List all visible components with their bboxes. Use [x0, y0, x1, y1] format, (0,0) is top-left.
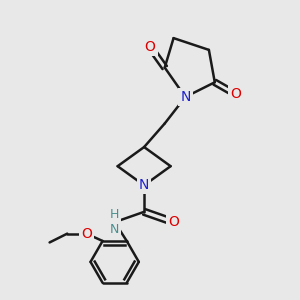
Text: N: N [180, 90, 190, 104]
Text: O: O [168, 215, 179, 229]
Text: O: O [81, 226, 92, 241]
Text: O: O [230, 87, 241, 101]
Text: N: N [139, 178, 149, 192]
Text: O: O [145, 40, 155, 54]
Text: H
N: H N [110, 208, 119, 236]
